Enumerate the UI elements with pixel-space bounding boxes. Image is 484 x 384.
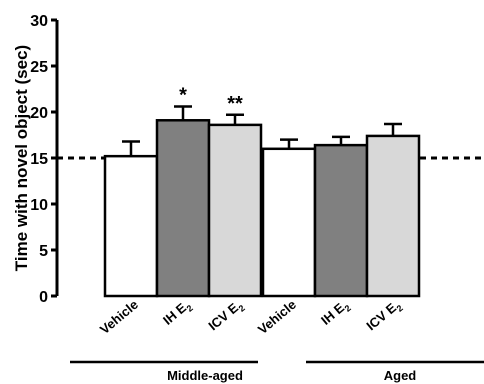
bar <box>261 147 317 298</box>
bar <box>103 154 159 298</box>
significance-marker: * <box>179 84 187 106</box>
x-tick-label: IH E2 <box>318 297 353 330</box>
x-tick-label: ICV E2 <box>363 297 404 336</box>
x-tick-labels: Vehicle IH E2 ICV E2 Vehicle IH E2 ICV E2 <box>97 297 405 337</box>
bar <box>155 119 211 298</box>
y-tick-label: 25 <box>30 59 48 76</box>
bar <box>207 123 263 298</box>
group-labels: Middle-aged Aged <box>70 360 484 383</box>
y-tick-label: 10 <box>30 197 48 214</box>
x-tick-label: Vehicle <box>97 297 141 337</box>
y-tick-label: 15 <box>30 151 48 168</box>
y-axis-label: Time with novel object (sec) <box>12 45 31 271</box>
y-tick-label: 30 <box>30 13 48 30</box>
bar <box>365 134 421 298</box>
x-tick-label: Vehicle <box>255 297 299 337</box>
x-tick-label: IH E2 <box>160 297 195 330</box>
bar <box>313 143 369 298</box>
y-axis: 0 5 10 15 20 25 30 <box>30 13 59 306</box>
x-tick-label: ICV E2 <box>205 297 246 336</box>
y-tick-label: 0 <box>39 289 48 306</box>
group-label: Aged <box>384 368 417 383</box>
significance-marker: ** <box>227 93 243 115</box>
y-tick-label: 20 <box>30 105 48 122</box>
group-label: Middle-aged <box>167 368 243 383</box>
bars: * ** <box>103 84 421 298</box>
y-tick-label: 5 <box>39 243 48 260</box>
